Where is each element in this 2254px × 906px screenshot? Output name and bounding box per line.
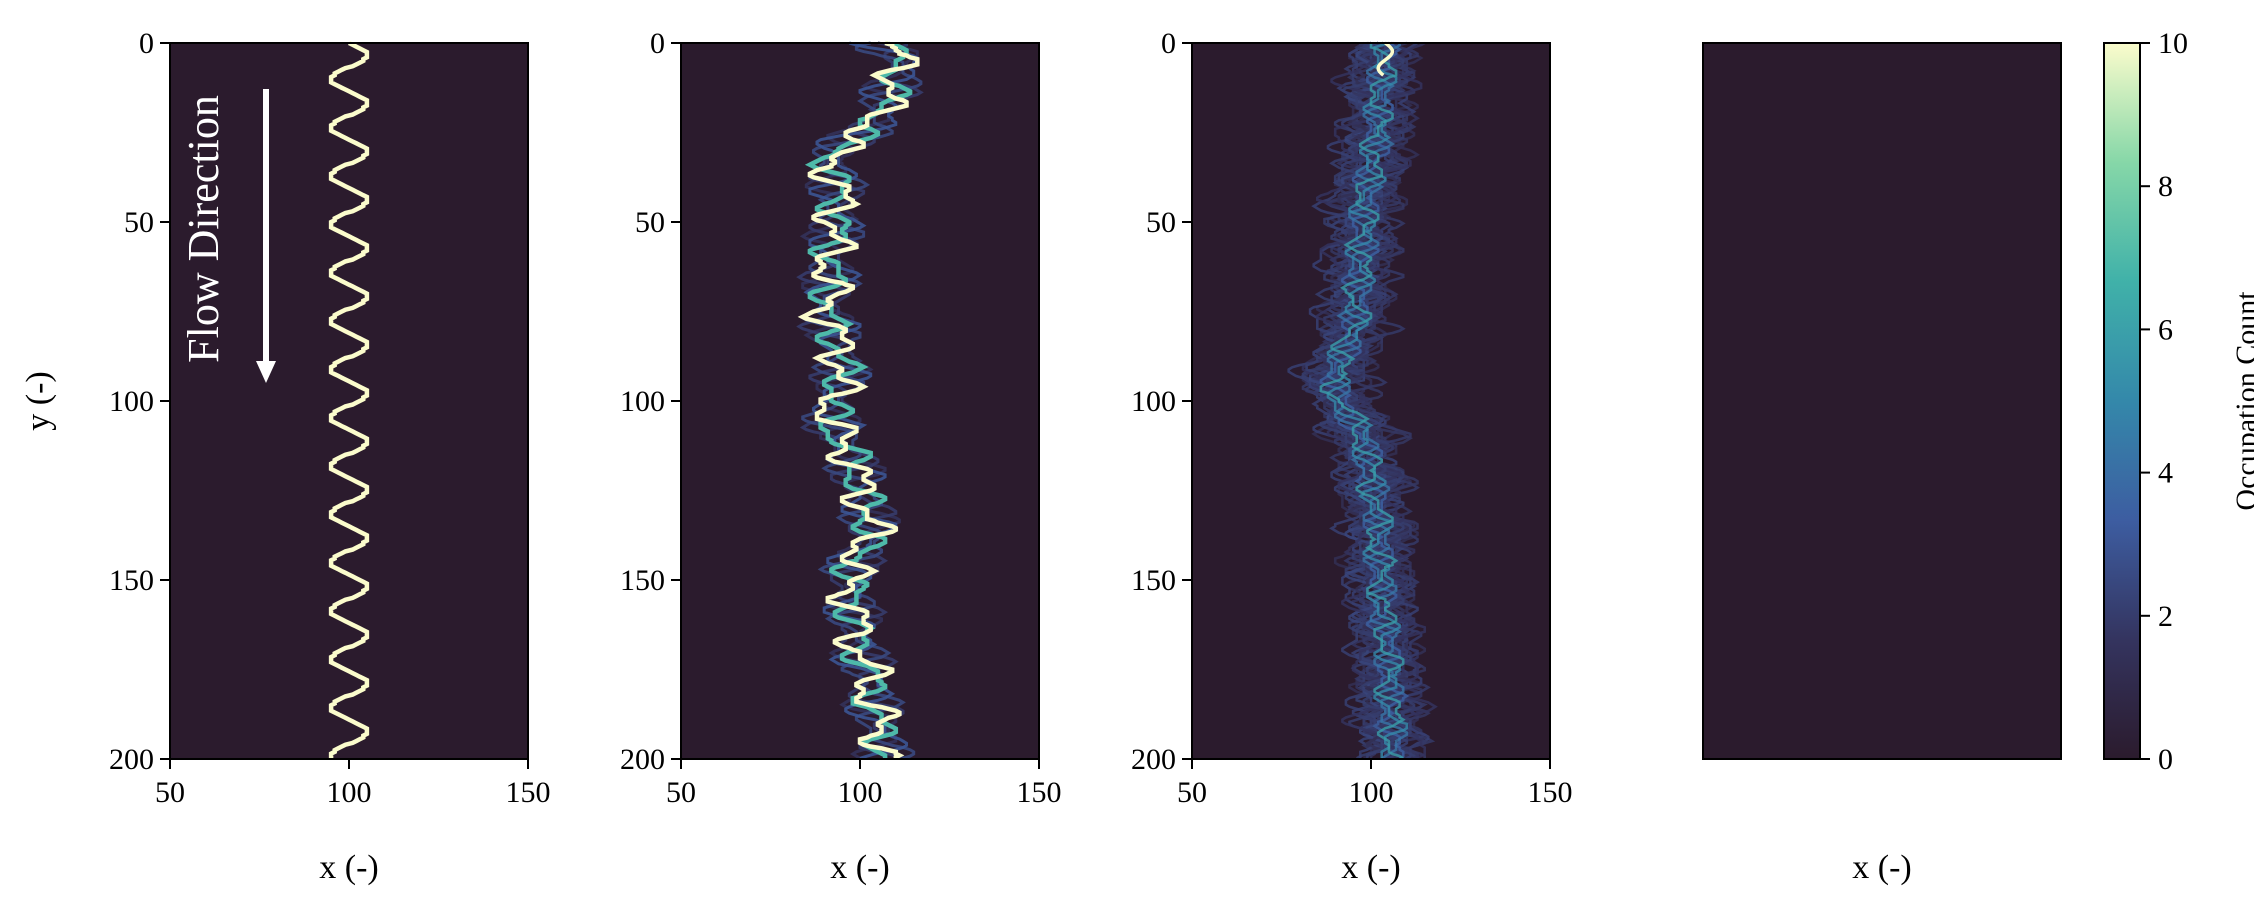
x-tick-label: 50 <box>155 776 185 809</box>
trajectory-path <box>1323 41 1438 760</box>
panel-2-y-ticks: 0 50 100 150 200 <box>620 27 681 776</box>
panel-3-x-axis-label: x (-) <box>1341 849 1400 886</box>
flow-direction-arrow-head <box>256 361 276 383</box>
colorbar-ticks: 0 2 4 6 8 10 <box>2140 27 2188 776</box>
colorbar-tick-label: 4 <box>2158 457 2173 490</box>
x-tick-label: 50 <box>1177 776 1207 809</box>
y-tick-label: 0 <box>1161 27 1176 60</box>
y-tick-label: 100 <box>620 385 665 418</box>
panel-3-y-ticks: 0 50 100 150 200 <box>1131 27 1192 776</box>
panel-4-frame <box>1702 42 2062 760</box>
overlap-path <box>804 40 913 759</box>
y-tick-label: 0 <box>139 27 154 60</box>
trajectory-path <box>1301 41 1405 760</box>
y-tick-label: 200 <box>1131 743 1176 776</box>
panel-3-heatmap <box>1287 41 1438 760</box>
y-tick-label: 200 <box>109 743 154 776</box>
flow-path <box>328 40 370 759</box>
flow-path <box>797 40 920 760</box>
panel-4-x-axis-label: x (-) <box>1852 849 1911 886</box>
panel-2-heatmap <box>796 40 924 760</box>
x-tick-label: 150 <box>1528 776 1573 809</box>
panel-2-x-ticks: 50 100 150 <box>666 759 1062 809</box>
panel-1-y-axis-label: y (-) <box>20 371 57 430</box>
panel-4: x (-) <box>1702 42 2062 886</box>
panel-1-heatmap <box>328 40 370 759</box>
colorbar-tick-label: 8 <box>2158 170 2173 203</box>
x-tick-label: 100 <box>838 776 883 809</box>
y-tick-label: 150 <box>1131 564 1176 597</box>
branch-path <box>803 41 919 760</box>
x-tick-label: 150 <box>506 776 551 809</box>
x-tick-label: 50 <box>666 776 696 809</box>
y-tick-label: 50 <box>1146 206 1176 239</box>
colorbar-tick-label: 2 <box>2158 600 2173 633</box>
colorbar-label: Occupation Count <box>2230 291 2254 511</box>
x-tick-label: 100 <box>1349 776 1394 809</box>
y-tick-label: 50 <box>124 206 154 239</box>
y-tick-label: 100 <box>1131 385 1176 418</box>
colorbar: 0 2 4 6 8 10 Occupation Count <box>2103 27 2254 776</box>
panel-4-background <box>1703 43 2061 759</box>
colorbar-gradient <box>2103 42 2141 760</box>
panel-1-x-ticks: 50 100 150 <box>155 759 551 809</box>
y-tick-label: 50 <box>635 206 665 239</box>
dense-trajectory-path <box>1319 43 1406 760</box>
trajectory-path <box>1314 41 1419 760</box>
panel-1: 50 100 150 0 50 100 150 200 x (-) y (-) Flow D… <box>20 27 551 886</box>
panel-2-x-axis-label: x (-) <box>830 849 889 886</box>
flow-direction-annotation: Flow Direction <box>179 95 228 363</box>
branch-path <box>799 41 923 760</box>
panel-3-x-ticks: 50 100 150 <box>1177 759 1573 809</box>
y-tick-label: 200 <box>620 743 665 776</box>
colorbar-tick-label: 10 <box>2158 27 2188 60</box>
panel-2: 50 100 150 0 50 100 150 200 x (-) <box>620 27 1062 886</box>
y-tick-label: 0 <box>650 27 665 60</box>
x-tick-label: 150 <box>1017 776 1062 809</box>
y-tick-label: 100 <box>109 385 154 418</box>
colorbar-tick-label: 6 <box>2158 313 2173 346</box>
entry-path <box>1376 41 1395 77</box>
y-tick-label: 150 <box>109 564 154 597</box>
panel-1-x-axis-label: x (-) <box>319 849 378 886</box>
panel-3: 50 100 150 0 50 100 150 200 x (-) <box>1131 27 1573 886</box>
panel-1-y-ticks: 0 50 100 150 200 <box>109 27 170 776</box>
y-tick-label: 150 <box>620 564 665 597</box>
x-tick-label: 100 <box>327 776 372 809</box>
colorbar-tick-label: 0 <box>2158 743 2173 776</box>
